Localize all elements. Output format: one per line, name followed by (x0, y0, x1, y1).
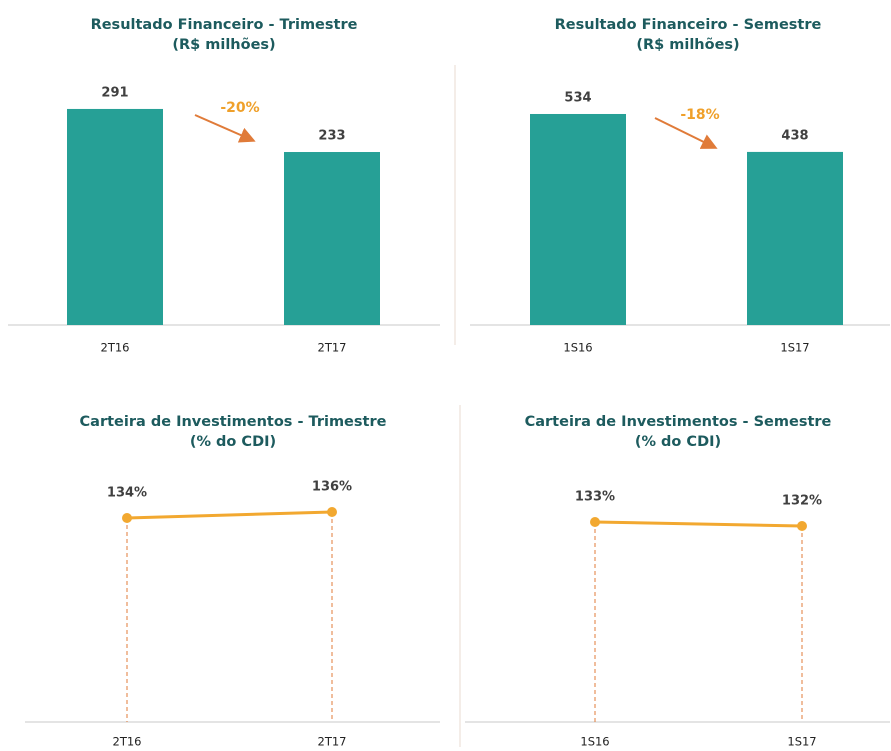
annotation: -18% (680, 107, 719, 123)
x-tick-label: 1S16 (580, 735, 609, 748)
chart-title: Carteira de Investimentos - Trimestre (80, 414, 387, 430)
point (327, 507, 337, 517)
value-label: 132% (782, 494, 822, 509)
value-label: 136% (312, 480, 352, 495)
chart-title: Resultado Financeiro - Semestre (555, 17, 822, 33)
value-label: 438 (781, 128, 808, 143)
trend-arrow (194, 114, 256, 143)
bar (284, 152, 380, 325)
bar (67, 108, 163, 325)
bar (530, 113, 626, 325)
bar (747, 151, 843, 325)
value-label: 233 (318, 129, 345, 144)
x-tick-label: 2T16 (113, 735, 142, 748)
value-label: 534 (564, 90, 591, 105)
x-tick-label: 2T17 (318, 735, 347, 748)
value-label: 133% (575, 490, 615, 505)
annotation: -20% (220, 100, 259, 116)
trend-arrow (654, 117, 718, 149)
x-tick-label: 1S17 (787, 735, 816, 748)
chart-subtitle: (% do CDI) (635, 434, 721, 450)
chart-subtitle: (% do CDI) (190, 434, 276, 450)
point (797, 521, 807, 531)
point (590, 517, 600, 527)
x-tick-label: 1S16 (563, 341, 592, 355)
chart-subtitle: (R$ milhões) (636, 37, 739, 53)
x-tick-label: 1S17 (780, 341, 809, 355)
value-label: 134% (107, 486, 147, 501)
point (122, 513, 132, 523)
line (594, 520, 803, 528)
value-label: 291 (101, 85, 128, 100)
x-tick-label: 2T17 (318, 341, 347, 355)
chart-title: Resultado Financeiro - Trimestre (91, 17, 358, 33)
chart-subtitle: (R$ milhões) (172, 37, 275, 53)
x-tick-label: 2T16 (101, 341, 130, 355)
line (126, 510, 333, 520)
chart-title: Carteira de Investimentos - Semestre (525, 414, 832, 430)
